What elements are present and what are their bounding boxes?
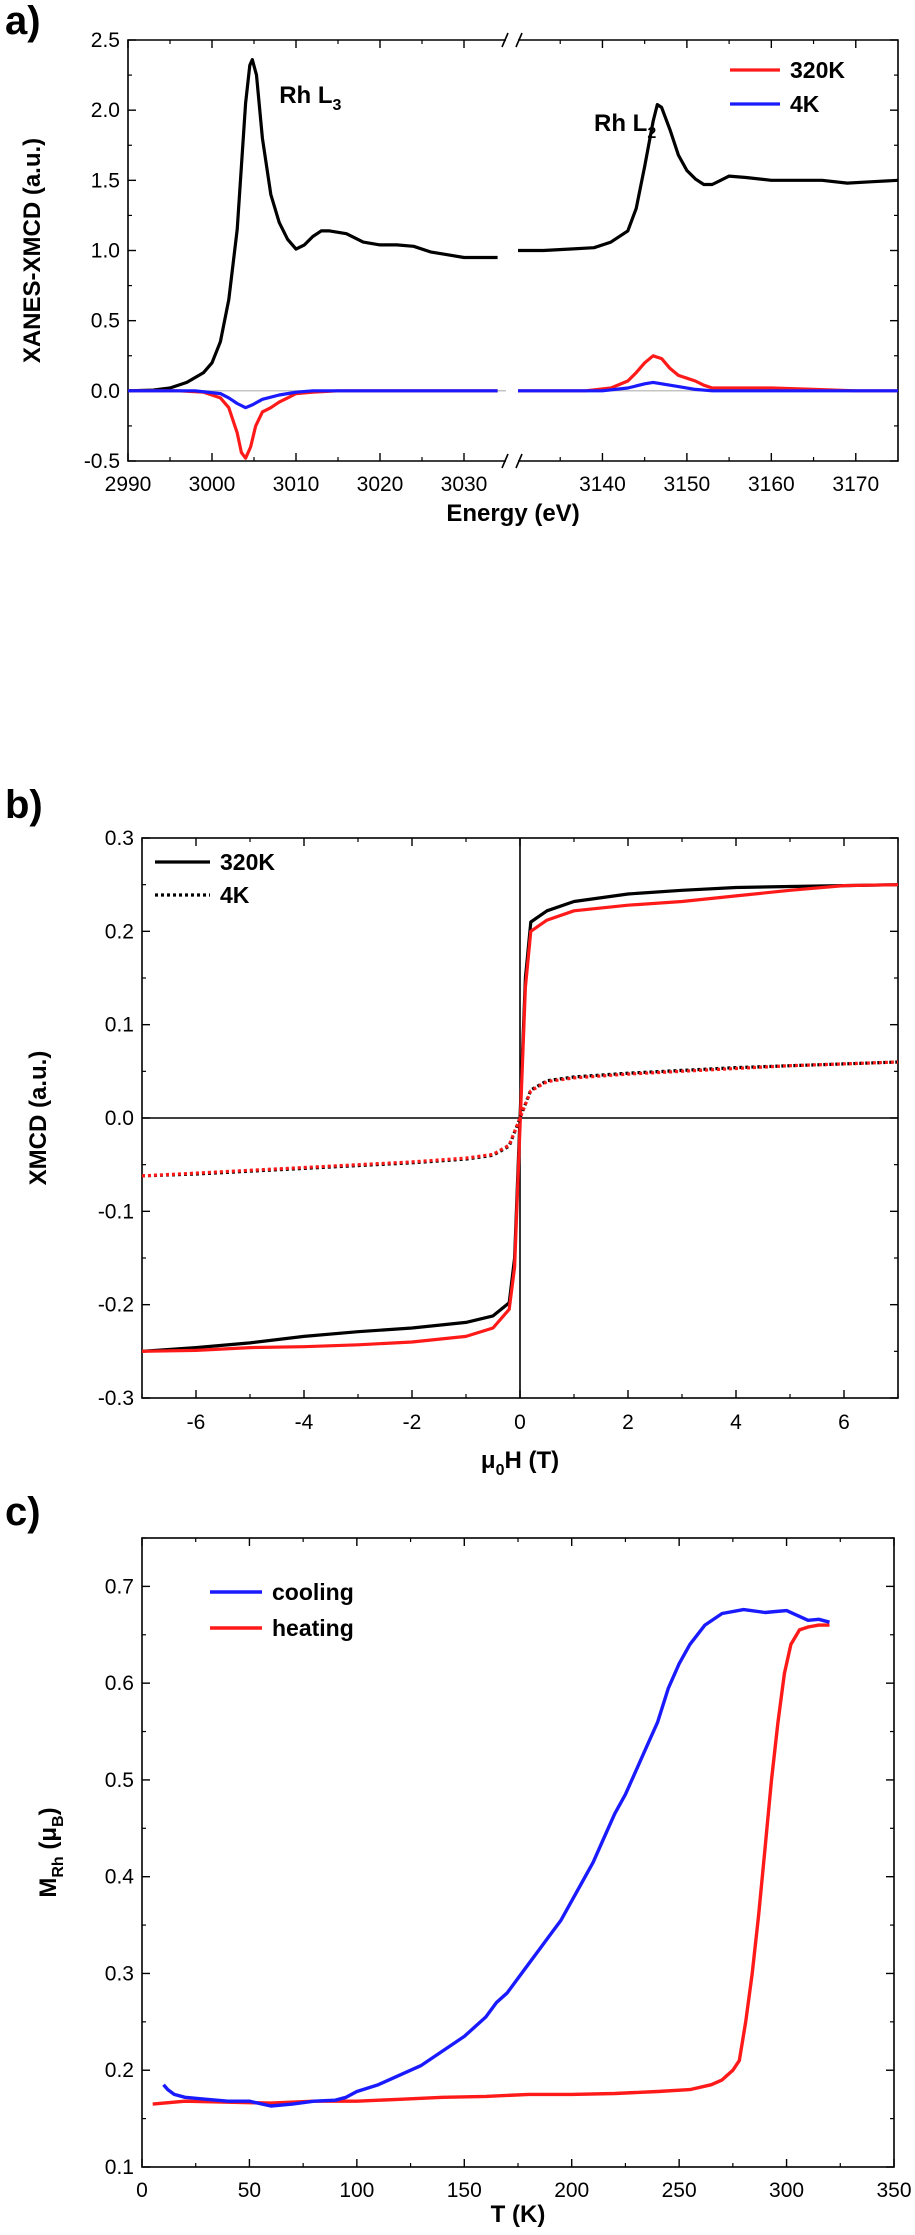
x-tick-label: 3020 — [357, 473, 404, 496]
y-tick-label: 0.5 — [91, 310, 120, 333]
annotation-subscript: 2 — [647, 125, 656, 142]
x-tick-label: 3170 — [832, 473, 879, 496]
x-tick-label: 150 — [447, 2179, 482, 2202]
y-tick-label: 0.1 — [105, 1014, 134, 1037]
panel-b-label: b) — [5, 783, 43, 827]
annotation-main: Rh L — [594, 110, 647, 137]
annotation-subscript: 3 — [333, 97, 342, 114]
axis-break-mark — [515, 453, 523, 469]
series-line-3 — [141, 1060, 899, 1178]
edge-annotation-1: Rh L2 — [594, 110, 656, 142]
y-tick-label: 0.2 — [105, 920, 134, 943]
series-line-cooling — [162, 1607, 830, 2108]
y-tick-label: 0.6 — [105, 1672, 134, 1695]
series-line-4K-seg1 — [518, 380, 898, 393]
x-tick-label: 6 — [838, 1411, 850, 1434]
series-line-1 — [141, 883, 899, 1353]
y-axis-label-close: ) — [35, 1807, 62, 1815]
y-tick-label: 0.3 — [105, 827, 134, 850]
series-line-320K-seg1 — [518, 354, 898, 393]
y-tick-label: 2.5 — [91, 29, 120, 52]
axis-break-mark — [501, 453, 509, 469]
y-tick-label: 2.0 — [91, 99, 120, 122]
x-tick-label: 100 — [339, 2179, 374, 2202]
plot-frame — [141, 1537, 895, 2168]
legend-label-heating: heating — [272, 1615, 354, 1641]
y-tick-label: -0.2 — [98, 1294, 134, 1317]
legend-label-4K: 4K — [220, 882, 250, 908]
y-tick-label: 0.5 — [105, 1769, 134, 1792]
y-tick-label: 0.4 — [105, 1866, 135, 1889]
y-tick-label: -0.5 — [84, 450, 120, 473]
y-axis-label: MRh (μB) — [35, 1807, 67, 1897]
x-axis-label-rest: H (T) — [504, 1447, 559, 1474]
x-tick-label: -2 — [403, 1411, 422, 1434]
plot-frame-right — [518, 39, 899, 462]
x-axis-label-sub: 0 — [496, 1462, 505, 1479]
panel-c-magnetization-temperature-chart: c) 0.1 0.2 0.3 0.4 0.5 0.6 0.7 0 50 100 150 200 250 30… — [5, 1490, 912, 2228]
y-tick-label: 0.7 — [105, 1575, 134, 1598]
y-axis-label-sub-b: B — [50, 1815, 67, 1827]
x-tick-label: 3140 — [579, 473, 626, 496]
x-axis-label: Energy (eV) — [446, 500, 579, 527]
x-tick-label: 3000 — [189, 473, 236, 496]
legend-label-cooling: cooling — [272, 1579, 354, 1605]
x-tick-label: 3010 — [273, 473, 320, 496]
y-tick-label: -0.1 — [98, 1200, 134, 1223]
y-tick-label: 1.0 — [91, 240, 120, 263]
y-tick-label: 0.1 — [105, 2156, 134, 2179]
y-tick-label: 0.0 — [105, 1107, 134, 1130]
y-tick-label: 0.3 — [105, 1962, 134, 1985]
y-tick-label: 1.5 — [91, 169, 120, 192]
x-tick-label: 3030 — [441, 473, 488, 496]
axis-break-mark — [501, 32, 509, 48]
y-tick-label: 0.0 — [91, 380, 120, 403]
x-tick-label: 200 — [554, 2179, 589, 2202]
x-axis-label-mu: μ — [481, 1447, 496, 1474]
x-tick-label: 4 — [730, 1411, 742, 1434]
legend-label-4K: 4K — [790, 91, 820, 117]
x-axis-label: μ0H (T) — [481, 1447, 559, 1479]
series-line-320K-seg0 — [128, 389, 498, 460]
series-line-xanes-seg1 — [518, 103, 899, 253]
panel-c-label: c) — [5, 1490, 41, 1534]
x-tick-label: 3150 — [664, 473, 711, 496]
legend-label-320K: 320K — [790, 57, 845, 83]
x-tick-label: 300 — [769, 2179, 804, 2202]
x-axis-label: T (K) — [491, 2201, 546, 2228]
series-line-heating — [152, 1623, 830, 2106]
panel-a-label: a) — [5, 0, 41, 43]
y-tick-label: -0.3 — [98, 1387, 134, 1410]
x-tick-label: 0 — [514, 1411, 526, 1434]
panel-a-xanes-xmcd-chart: a) -0.5 0.0 0.5 1.0 1.5 2.0 2.5 2990 3000 3010 3020… — [5, 0, 899, 527]
y-axis-label: XANES-XMCD (a.u.) — [19, 138, 46, 363]
x-tick-label: 350 — [876, 2179, 911, 2202]
y-axis-label-m: M — [35, 1878, 62, 1898]
edge-annotation-0: Rh L3 — [279, 82, 341, 114]
y-axis-label-mu: μ — [35, 1827, 62, 1842]
x-tick-label: 3160 — [748, 473, 795, 496]
panel-b-hysteresis-chart: b) -0.3 -0.2 -0.1 0.0 0.1 0.2 0.3 -6 -4 -2 0 2 4 6 320K… — [5, 783, 899, 1479]
x-tick-label: 50 — [238, 2179, 261, 2202]
series-line-4K-seg0 — [128, 389, 498, 410]
x-tick-label: 0 — [136, 2179, 148, 2202]
legend-label-320K: 320K — [220, 849, 275, 875]
axis-break-mark — [515, 32, 523, 48]
y-axis-label-sub-rh: Rh — [50, 1856, 67, 1877]
x-tick-label: -6 — [187, 1411, 206, 1434]
series-line-xanes-seg0 — [127, 58, 498, 393]
x-tick-label: 2 — [622, 1411, 634, 1434]
y-tick-label: 0.2 — [105, 2059, 134, 2082]
x-tick-label: -4 — [295, 1411, 314, 1434]
annotation-main: Rh L — [279, 82, 332, 109]
x-tick-label: 250 — [662, 2179, 697, 2202]
y-axis-label-paren: ( — [35, 1842, 62, 1857]
y-axis-label: XMCD (a.u.) — [25, 1051, 52, 1186]
x-tick-label: 2990 — [105, 473, 152, 496]
